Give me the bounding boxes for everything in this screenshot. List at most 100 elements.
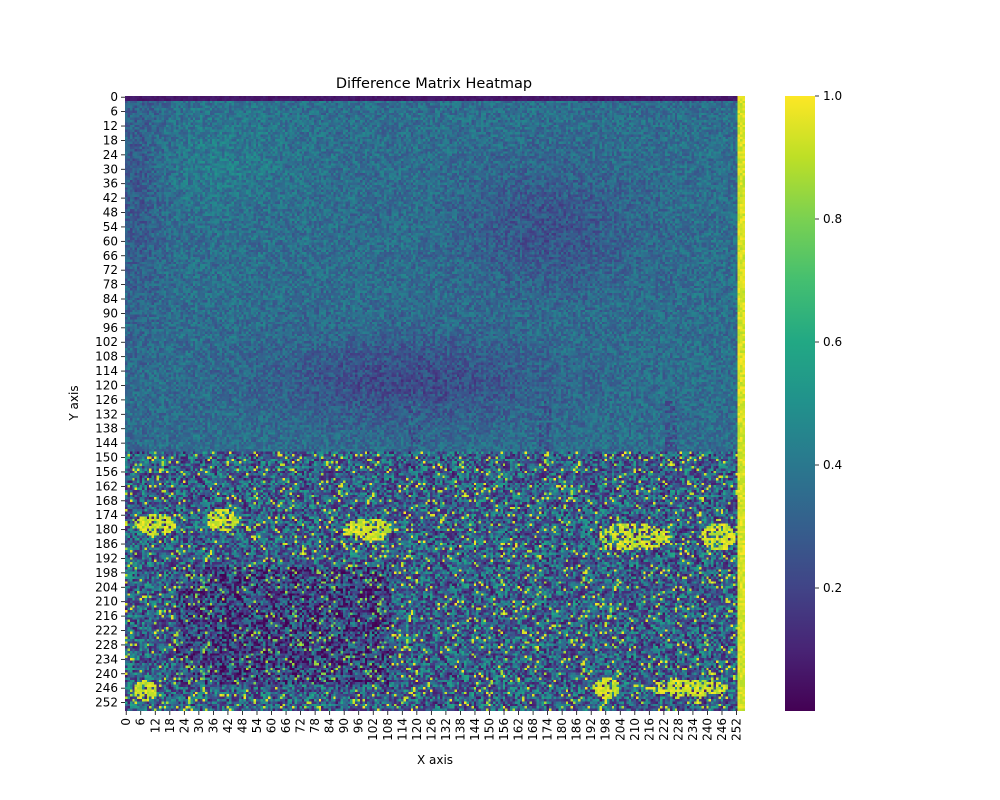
y-tick-label: 186 [95, 537, 118, 551]
x-tick-label: 186 [570, 718, 584, 741]
y-tick-label: 66 [103, 249, 118, 263]
y-tick-label: 30 [103, 162, 118, 176]
x-tick-label: 162 [512, 718, 526, 741]
x-tick-label: 96 [352, 718, 366, 733]
colorbar-tick-label: 0.8 [823, 212, 842, 226]
x-tick-label: 72 [294, 718, 308, 733]
y-tick-label: 216 [95, 609, 118, 623]
x-tick-label: 216 [642, 718, 656, 741]
colorbar-tick-label: 0.6 [823, 335, 842, 349]
y-tick-label: 150 [95, 451, 118, 465]
y-tick-label: 240 [95, 667, 118, 681]
x-tick-label: 102 [366, 718, 380, 741]
y-tick-label: 0 [110, 90, 118, 104]
y-tick-label: 12 [103, 119, 118, 133]
y-tick-label: 24 [103, 148, 118, 162]
x-tick-label: 30 [192, 718, 206, 733]
y-tick-label: 138 [95, 422, 118, 436]
y-tick-label: 42 [103, 191, 118, 205]
x-tick-label: 222 [657, 718, 671, 741]
y-tick-label: 6 [110, 105, 118, 119]
x-tick-label: 36 [206, 718, 220, 733]
y-tick-label: 18 [103, 133, 118, 147]
x-tick-label: 246 [715, 718, 729, 741]
y-tick-label: 144 [95, 436, 118, 450]
y-tick-label: 168 [95, 494, 118, 508]
x-tick-label: 180 [555, 718, 569, 741]
y-tick-label: 54 [103, 220, 118, 234]
x-tick-label: 78 [308, 718, 322, 733]
y-tick-label: 84 [103, 292, 118, 306]
x-tick-label: 60 [265, 718, 279, 733]
x-tick-label: 156 [497, 718, 511, 741]
x-tick-label: 12 [148, 718, 162, 733]
x-tick-label: 150 [482, 718, 496, 741]
y-tick-label: 72 [103, 263, 118, 277]
colorbar-tick-label: 0.4 [823, 458, 842, 472]
x-tick-label: 0 [119, 718, 133, 726]
y-tick-label: 90 [103, 306, 118, 320]
x-tick-label: 174 [541, 718, 555, 741]
x-tick-label: 228 [671, 718, 685, 741]
x-tick-label: 234 [686, 718, 700, 741]
y-tick-label: 162 [95, 479, 118, 493]
x-tick-label: 84 [323, 718, 337, 733]
y-tick-label: 48 [103, 206, 118, 220]
y-tick-label: 198 [95, 566, 118, 580]
y-tick-label: 108 [95, 350, 118, 364]
x-tick-label: 42 [221, 718, 235, 733]
y-tick-label: 246 [95, 681, 118, 695]
y-tick-label: 180 [95, 523, 118, 537]
x-tick-label: 48 [235, 718, 249, 733]
x-tick-label: 6 [134, 718, 148, 726]
y-tick-label: 210 [95, 595, 118, 609]
y-tick-label: 174 [95, 508, 118, 522]
x-tick-label: 252 [730, 718, 744, 741]
x-tick-label: 198 [599, 718, 613, 741]
y-tick-label: 96 [103, 321, 118, 335]
x-tick-label: 120 [410, 718, 424, 741]
x-tick-label: 90 [337, 718, 351, 733]
y-axis-ticks: 0612182430364248546066727884909610210811… [95, 90, 125, 710]
x-tick-label: 240 [700, 718, 714, 741]
y-tick-label: 192 [95, 551, 118, 565]
y-tick-label: 228 [95, 638, 118, 652]
x-tick-label: 126 [424, 718, 438, 741]
y-tick-label: 114 [95, 364, 118, 378]
x-tick-label: 66 [279, 718, 293, 733]
x-axis-ticks: 0 6 12 18 24 30 36 42 48 54 60 66 72 78 84 90 96 102 108 11… [119, 711, 744, 741]
y-tick-label: 102 [95, 335, 118, 349]
colorbar-tick-label: 0.2 [823, 581, 842, 595]
x-tick-label: 204 [613, 718, 627, 741]
y-tick-label: 120 [95, 378, 118, 392]
y-tick-label: 132 [95, 407, 118, 421]
y-tick-label: 36 [103, 177, 118, 191]
y-tick-label: 252 [95, 696, 118, 710]
heatmap-cells [125, 96, 745, 711]
colorbar-tick-label: 1.0 [823, 89, 842, 103]
x-tick-label: 144 [468, 718, 482, 741]
y-tick-label: 60 [103, 234, 118, 248]
y-tick-label: 126 [95, 393, 118, 407]
x-axis-title: X axis [417, 753, 453, 767]
x-tick-label: 138 [453, 718, 467, 741]
colorbar [785, 96, 815, 711]
chart-title: Difference Matrix Heatmap [336, 76, 532, 92]
y-tick-label: 156 [95, 465, 118, 479]
x-tick-label: 18 [163, 718, 177, 733]
x-tick-label: 210 [628, 718, 642, 741]
x-tick-label: 114 [395, 718, 409, 741]
x-tick-label: 132 [439, 718, 453, 741]
y-axis-title: Y axis [67, 385, 81, 421]
x-tick-label: 108 [381, 718, 395, 741]
x-tick-label: 192 [584, 718, 598, 741]
x-tick-label: 54 [250, 718, 264, 733]
colorbar-ticks: 0.2 0.4 0.6 0.8 1.0 [815, 89, 842, 595]
y-tick-label: 204 [95, 580, 118, 594]
x-tick-label: 24 [177, 718, 191, 733]
y-tick-label: 234 [95, 652, 118, 666]
x-tick-label: 168 [526, 718, 540, 741]
y-tick-label: 78 [103, 278, 118, 292]
y-tick-label: 222 [95, 624, 118, 638]
